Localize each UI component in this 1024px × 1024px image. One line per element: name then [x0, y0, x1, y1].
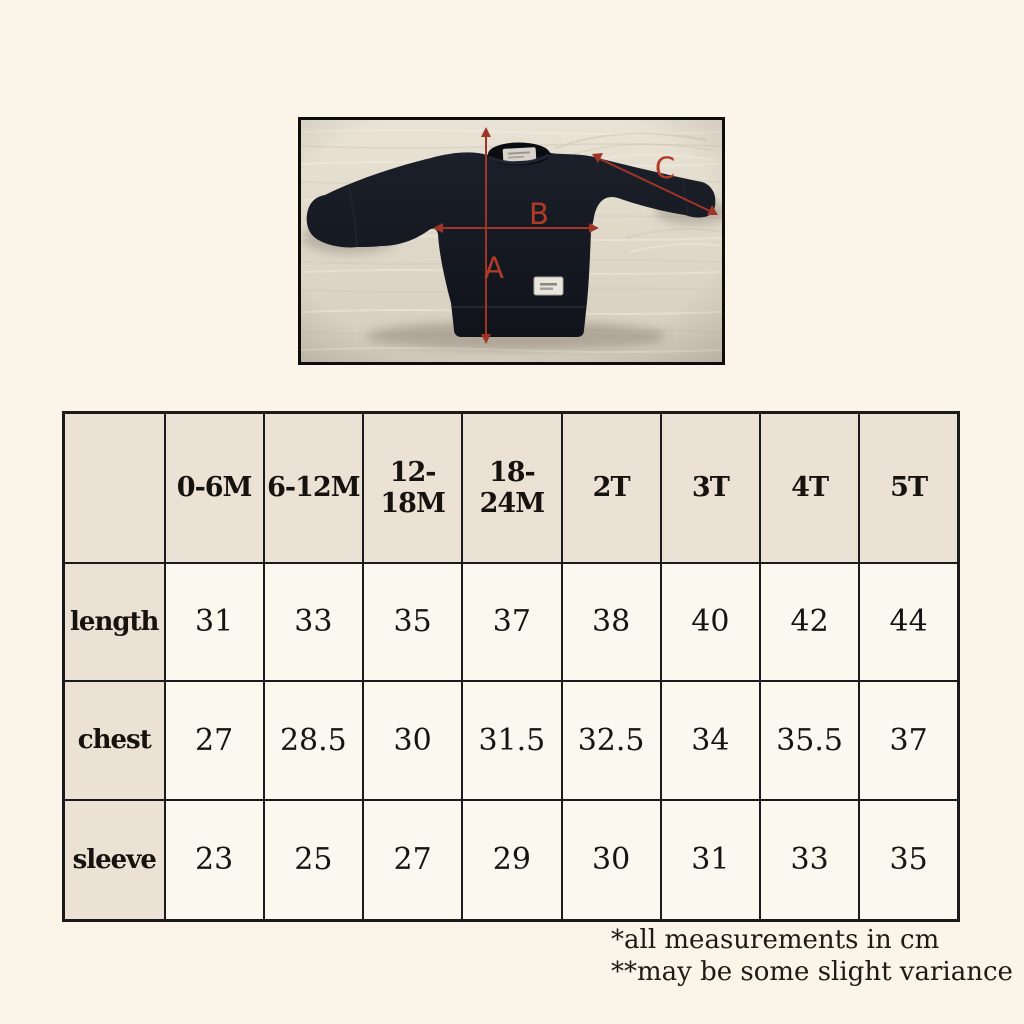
size-value-cell: 30 — [361, 679, 464, 801]
size-value-cell: 37 — [461, 561, 563, 682]
size-value-cell: 44 — [858, 561, 960, 682]
size-value-cell: 27 — [361, 798, 464, 922]
corner-cell — [62, 411, 166, 564]
size-value-cell: 31 — [163, 561, 265, 682]
size-value-cell: 37 — [858, 679, 960, 801]
table-row-sleeve: sleeve 23 25 27 29 30 31 33 35 — [62, 798, 960, 922]
sweatshirt-photo-graphic: A B C — [301, 120, 722, 362]
size-value-cell: 25 — [262, 798, 365, 922]
size-column-header: 3T — [659, 411, 762, 564]
size-column-header: 18-24M — [461, 411, 563, 564]
size-value-cell: 35 — [858, 798, 960, 922]
size-value-cell: 33 — [262, 561, 365, 682]
size-chart-table: 0-6M 6-12M 12-18M 18-24M 2T 3T 4T 5T len… — [62, 411, 960, 922]
size-value-cell: 31.5 — [461, 679, 563, 801]
row-label: sleeve — [62, 798, 166, 922]
row-label: length — [62, 561, 166, 682]
table-row-length: length 31 33 35 37 38 40 42 44 — [62, 561, 960, 682]
size-value-cell: 29 — [461, 798, 563, 922]
size-value-cell: 33 — [758, 798, 861, 922]
footnote-measurements: *all measurements in cm — [611, 925, 940, 955]
size-header-row: 0-6M 6-12M 12-18M 18-24M 2T 3T 4T 5T — [62, 411, 960, 564]
size-column-header: 12-18M — [361, 411, 464, 564]
size-value-cell: 42 — [758, 561, 861, 682]
size-value-cell: 35 — [361, 561, 464, 682]
size-column-header: 0-6M — [163, 411, 265, 564]
size-value-cell: 30 — [560, 798, 662, 922]
size-column-header: 6-12M — [262, 411, 365, 564]
size-column-header: 2T — [560, 411, 662, 564]
size-value-cell: 38 — [560, 561, 662, 682]
size-value-cell: 28.5 — [262, 679, 365, 801]
size-column-header: 5T — [858, 411, 960, 564]
footnotes: *all measurements in cm **may be some sl… — [611, 924, 1013, 988]
size-value-cell: 32.5 — [560, 679, 662, 801]
photo-vignette — [301, 120, 722, 362]
size-value-cell: 34 — [659, 679, 762, 801]
footnote-variance: **may be some slight variance — [611, 957, 1013, 987]
size-value-cell: 35.5 — [758, 679, 861, 801]
size-value-cell: 23 — [163, 798, 265, 922]
size-column-header: 4T — [758, 411, 861, 564]
size-value-cell: 31 — [659, 798, 762, 922]
row-label: chest — [62, 679, 166, 801]
sweatshirt-photo: A B C — [298, 117, 725, 365]
table-row-chest: chest 27 28.5 30 31.5 32.5 34 35.5 37 — [62, 679, 960, 801]
size-value-cell: 40 — [659, 561, 762, 682]
size-value-cell: 27 — [163, 679, 265, 801]
